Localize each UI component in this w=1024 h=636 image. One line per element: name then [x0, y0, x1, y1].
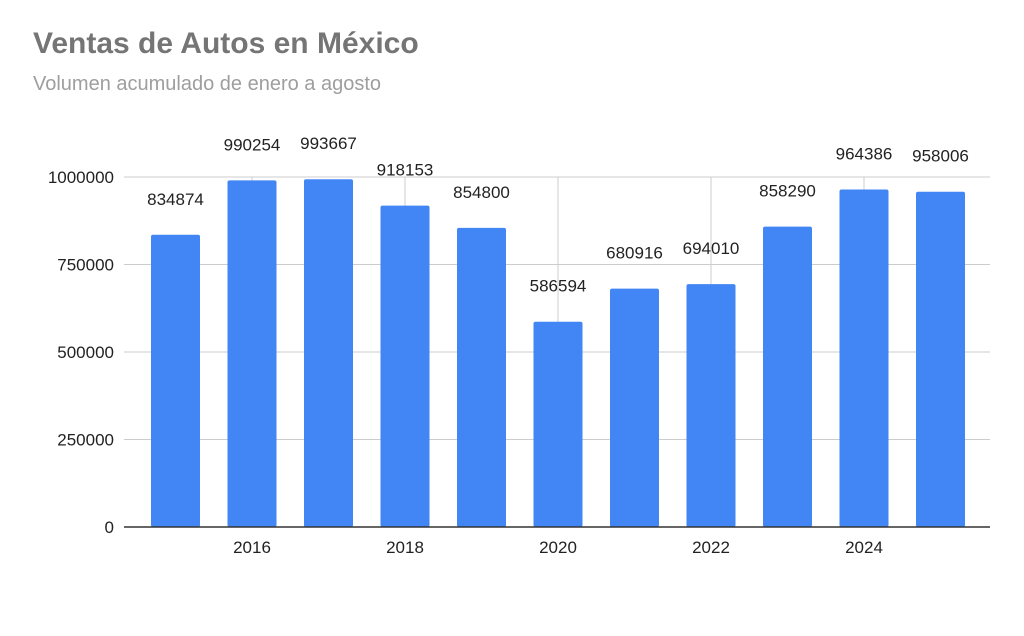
bar-2018 [380, 205, 430, 527]
chart-title: Ventas de Autos en México [33, 27, 419, 60]
data-label-2019: 854800 [453, 183, 510, 202]
bar-2020 [533, 321, 583, 527]
bar-2022 [686, 284, 736, 527]
data-label-2020: 586594 [530, 277, 587, 296]
bar-2016 [227, 180, 277, 527]
x-tick-label-2018: 2018 [386, 538, 424, 557]
data-label-2022: 694010 [683, 239, 740, 258]
y-tick-label: 500000 [57, 343, 114, 362]
x-tick-label-2020: 2020 [539, 538, 577, 557]
bar-2019 [457, 227, 506, 527]
bar-2025 [916, 191, 965, 527]
data-label-2025: 958006 [912, 147, 969, 166]
data-label-2024: 964386 [836, 144, 893, 163]
bar-2024 [839, 189, 889, 527]
y-tick-label: 750000 [57, 256, 114, 275]
data-label-2023: 858290 [759, 182, 816, 201]
bar-2021 [610, 288, 659, 527]
data-label-2016: 990254 [224, 135, 281, 154]
y-tick-label: 250000 [57, 431, 114, 450]
bar-2017 [304, 179, 353, 527]
bar-2023 [763, 226, 812, 527]
y-tick-label: 1000000 [48, 168, 114, 187]
data-label-2021: 680916 [606, 244, 663, 263]
y-tick-label: 0 [105, 518, 114, 537]
x-tick-label-2024: 2024 [845, 538, 883, 557]
x-tick-label-2016: 2016 [233, 538, 271, 557]
data-label-2015: 834874 [147, 190, 204, 209]
x-tick-label-2022: 2022 [692, 538, 730, 557]
data-label-2017: 993667 [300, 134, 357, 153]
bar-2015 [151, 234, 200, 527]
data-label-2018: 918153 [377, 161, 434, 180]
chart-subtitle: Volumen acumulado de enero a agosto [33, 73, 382, 95]
